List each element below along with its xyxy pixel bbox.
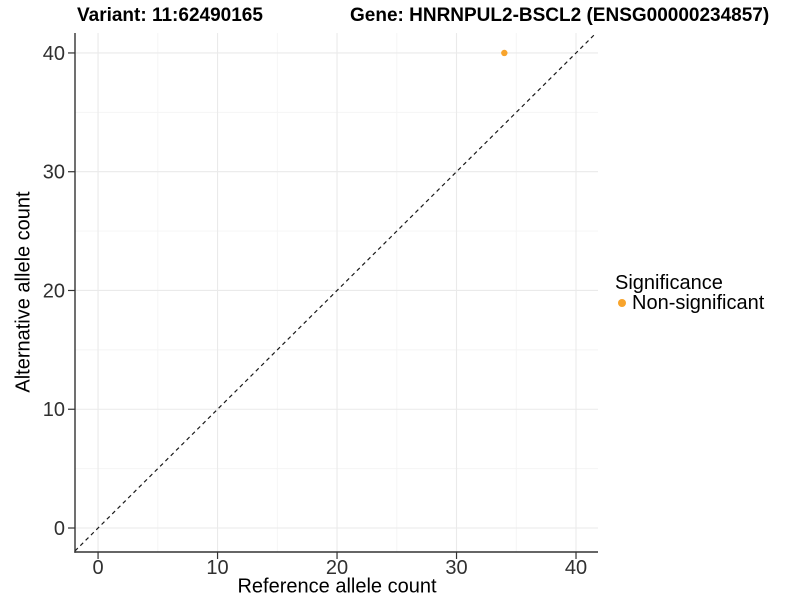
legend: Significance Non-significant — [615, 273, 764, 313]
x-tick-label: 10 — [206, 557, 228, 579]
legend-key-dot-icon — [618, 299, 626, 307]
y-tick-label: 0 — [54, 518, 65, 540]
data-point — [501, 49, 508, 57]
y-tick-label: 30 — [43, 162, 65, 184]
legend-title: Significance — [615, 272, 723, 294]
x-tick-label: 30 — [445, 557, 467, 579]
y-axis-title: Alternative allele count — [12, 191, 35, 393]
plot-title-variant: Variant: 11:62490165 — [77, 5, 263, 26]
legend-item-label: Non-significant — [632, 292, 765, 314]
identity-dashed-line — [74, 32, 597, 552]
plot-title-gene: Gene: HNRNPUL2-BSCL2 (ENSG00000234857) — [350, 5, 770, 26]
y-tick-label: 20 — [43, 280, 65, 302]
x-tick-label: 20 — [326, 557, 348, 579]
legend-item: Non-significant — [615, 293, 764, 313]
x-tick-label: 40 — [565, 557, 587, 579]
x-tick-label: 0 — [92, 557, 103, 579]
y-tick-label: 40 — [43, 43, 65, 65]
x-axis-title: Reference allele count — [237, 575, 437, 598]
y-tick-label: 10 — [43, 399, 65, 421]
